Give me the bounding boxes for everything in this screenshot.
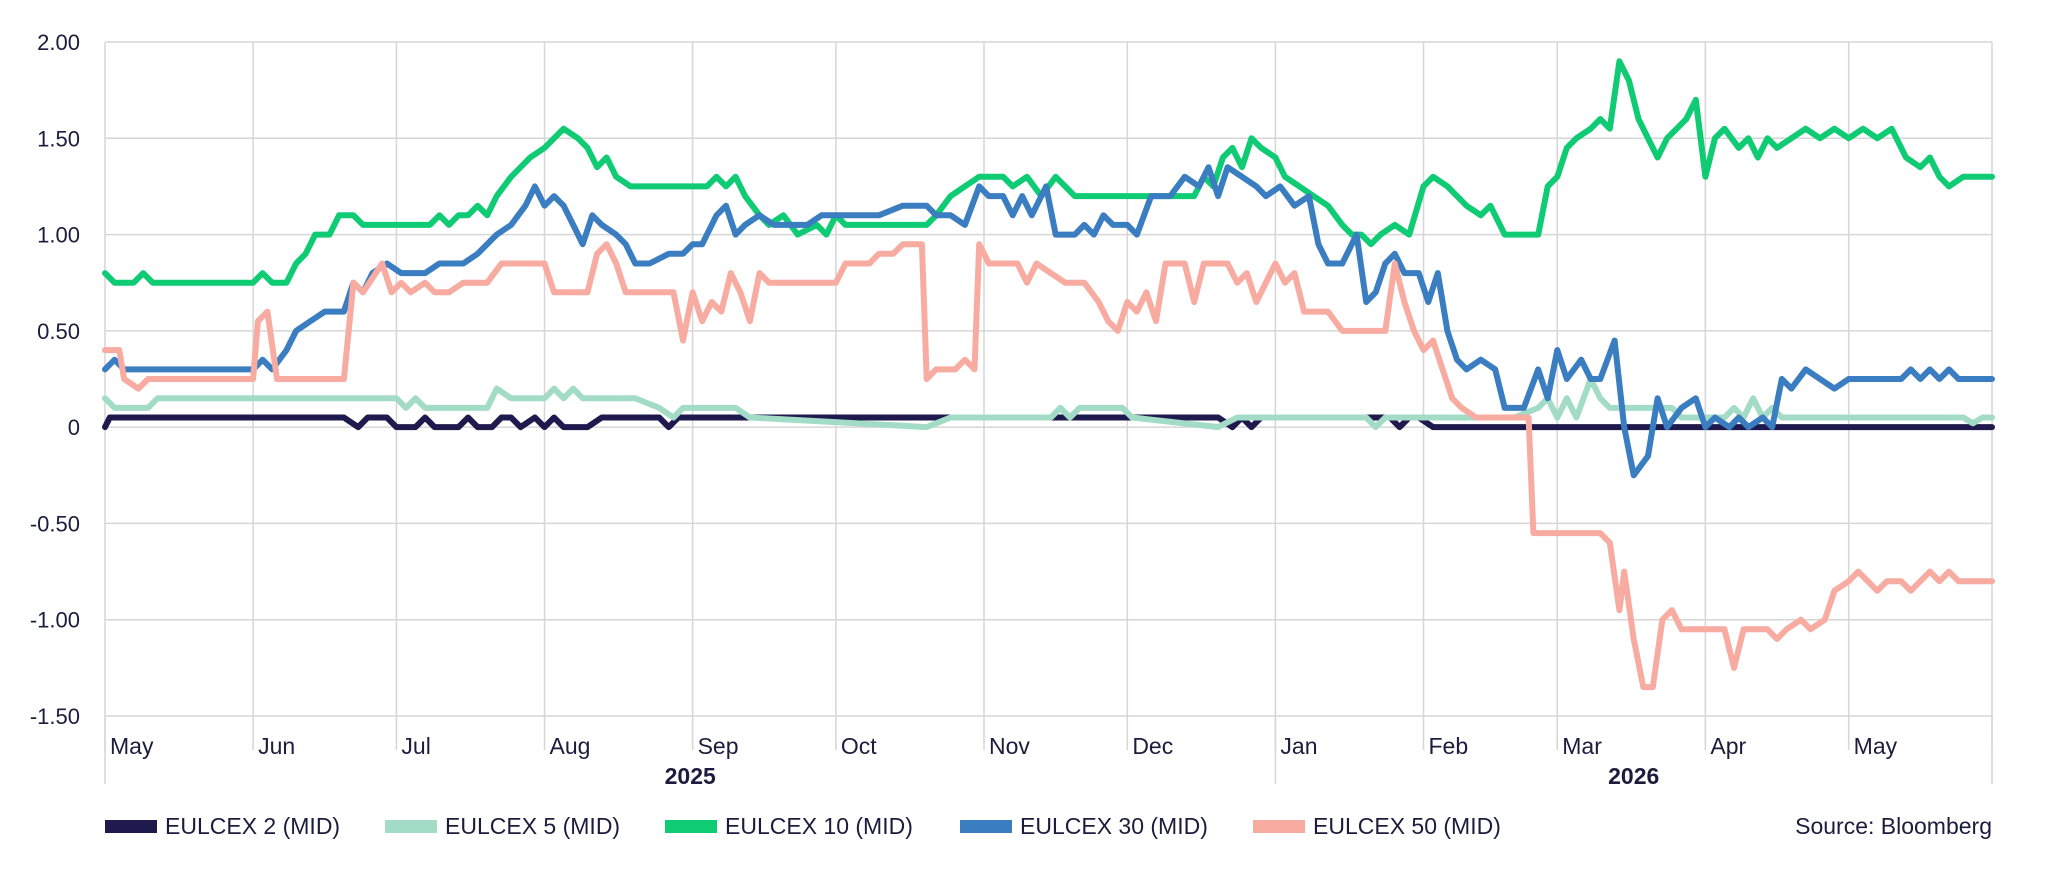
legend-swatch (105, 820, 157, 833)
y-axis-tick-labels: 2.00 1.50 1.00 0.50 0 -0.50 -1.00 -1.50 (30, 30, 80, 729)
y-tick-label: 2.00 (37, 30, 80, 55)
x-tick-label: May (110, 733, 154, 759)
legend-swatch (1253, 820, 1305, 833)
legend-label: EULCEX 50 (MID) (1313, 813, 1501, 839)
series-line-4 (102, 164, 1995, 479)
x-tick-label: Apr (1710, 733, 1746, 759)
y-tick-label: 1.50 (37, 126, 80, 151)
x-tick-label: Jun (258, 733, 295, 759)
legend-label: EULCEX 10 (MID) (725, 813, 913, 839)
x-tick-label: Aug (550, 733, 591, 759)
legend: EULCEX 2 (MID) EULCEX 5 (MID) EULCEX 10 (M… (105, 813, 1501, 839)
x-tick-label: Oct (841, 733, 877, 759)
series-line-2 (102, 376, 1995, 431)
legend-swatch (665, 820, 717, 833)
x-tick-label: Jan (1280, 733, 1317, 759)
series-lines (102, 58, 1995, 691)
legend-swatch (960, 820, 1012, 833)
y-tick-label: -0.50 (30, 511, 80, 536)
series-line-5 (102, 241, 1995, 691)
x-tick-label: Dec (1132, 733, 1173, 759)
x-tick-label: Sep (698, 733, 739, 759)
year-label: 2025 (665, 763, 716, 789)
year-label: 2026 (1608, 763, 1659, 789)
x-axis-month-labels: May Jun Jul Aug Sep Oct Nov Dec Jan Feb Mar Apr May (110, 733, 1898, 759)
x-tick-label: May (1854, 733, 1898, 759)
y-tick-label: -1.50 (30, 704, 80, 729)
y-tick-label: 0 (68, 415, 80, 440)
x-axis-year-labels: 2025 2026 (104, 716, 1993, 789)
y-tick-label: 0.50 (37, 319, 80, 344)
series-line-1 (102, 414, 1995, 431)
source-note: Source: Bloomberg (1795, 813, 1992, 839)
x-tick-label: Jul (401, 733, 430, 759)
legend-swatch (385, 820, 437, 833)
x-tick-label: Mar (1562, 733, 1602, 759)
legend-label: EULCEX 5 (MID) (445, 813, 620, 839)
y-tick-label: -1.00 (30, 608, 80, 633)
legend-label: EULCEX 30 (MID) (1020, 813, 1208, 839)
legend-label: EULCEX 2 (MID) (165, 813, 340, 839)
x-tick-label: Feb (1429, 733, 1469, 759)
y-tick-label: 1.00 (37, 223, 80, 248)
x-tick-label: Nov (989, 733, 1030, 759)
